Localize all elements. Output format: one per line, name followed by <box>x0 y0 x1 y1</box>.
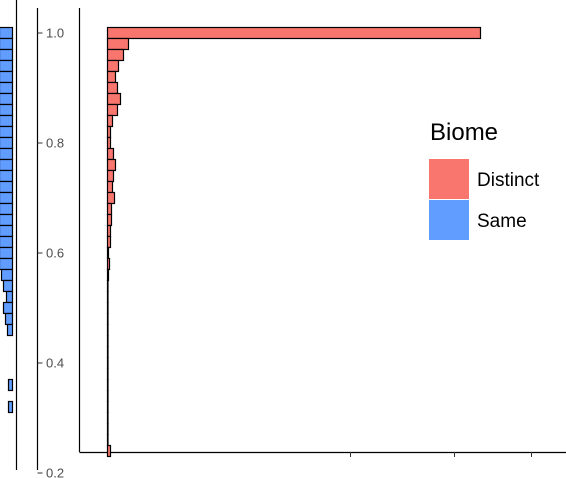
bar-distinct <box>106 169 115 183</box>
bar-same <box>0 158 14 172</box>
bar-distinct <box>106 59 120 73</box>
bar-same <box>0 202 14 216</box>
y-axis-ticks: 1.0 0.8 0.6 0.4 0.2 <box>37 26 64 478</box>
bar-distinct <box>106 202 113 216</box>
legend-key-same <box>429 200 469 240</box>
bar-distinct <box>106 114 114 128</box>
y-tick-label: 0.6 <box>46 246 64 261</box>
bar-same <box>6 323 14 337</box>
bar-distinct <box>106 323 109 337</box>
y-tick-label: 1.0 <box>46 26 64 41</box>
bar-distinct <box>106 213 113 227</box>
bar-same <box>0 191 14 205</box>
bar-same <box>0 246 14 260</box>
bar-same <box>0 268 14 282</box>
bar-same <box>7 378 14 392</box>
bar-same <box>5 290 14 304</box>
bar-distinct <box>106 125 112 139</box>
bar-distinct <box>106 378 109 392</box>
y-tick-label: 0.4 <box>46 356 64 371</box>
bar-same <box>0 169 14 183</box>
y-tick-label: 0.8 <box>46 136 64 151</box>
bar-distinct <box>106 422 109 436</box>
bar-distinct <box>106 26 482 40</box>
bar-same <box>2 301 14 315</box>
bar-same <box>0 136 14 150</box>
bar-same <box>0 257 14 271</box>
bar-same <box>7 400 14 414</box>
bar-same <box>2 279 14 293</box>
bar-same <box>4 312 14 326</box>
bar-distinct <box>106 92 122 106</box>
bar-same <box>0 125 14 139</box>
bar-same <box>0 235 14 249</box>
bar-same <box>0 37 14 51</box>
legend-label-distinct: Distinct <box>477 170 540 191</box>
bar-distinct <box>106 279 109 293</box>
bar-distinct <box>106 48 125 62</box>
legend-key-distinct <box>429 159 469 199</box>
bar-distinct <box>106 301 109 315</box>
bar-same <box>0 180 14 194</box>
bar-same <box>0 224 14 238</box>
bar-distinct <box>106 37 130 51</box>
main-panel-bars <box>106 26 482 458</box>
legend-label-same: Same <box>477 211 527 232</box>
bar-distinct <box>106 290 109 304</box>
bar-distinct <box>106 191 116 205</box>
bar-distinct <box>106 367 109 381</box>
bar-distinct <box>106 345 109 359</box>
bar-distinct <box>106 257 111 271</box>
bar-distinct <box>106 224 112 238</box>
bar-distinct <box>106 235 112 249</box>
y-tick-label: 0.2 <box>46 466 64 478</box>
bar-distinct <box>106 158 117 172</box>
bar-same <box>0 48 14 62</box>
bar-distinct <box>106 147 115 161</box>
bar-distinct <box>106 268 110 282</box>
bar-distinct <box>106 312 109 326</box>
bar-distinct <box>106 433 109 447</box>
bar-distinct <box>106 444 112 458</box>
bar-distinct <box>106 246 110 260</box>
bar-distinct <box>106 136 112 150</box>
bar-same <box>0 92 14 106</box>
bar-distinct <box>106 356 109 370</box>
bar-distinct <box>106 70 117 84</box>
bar-distinct <box>106 103 119 117</box>
bar-same <box>0 103 14 117</box>
legend: Biome Distinct Same <box>429 119 540 240</box>
bar-same <box>0 213 14 227</box>
bar-same <box>0 114 14 128</box>
bar-same <box>0 147 14 161</box>
bar-distinct <box>106 81 119 95</box>
bar-same <box>0 59 14 73</box>
left-panel-bars <box>0 26 14 414</box>
bar-distinct <box>106 389 109 403</box>
legend-title: Biome <box>430 119 498 146</box>
bar-distinct <box>106 334 109 348</box>
bar-distinct <box>106 180 114 194</box>
bar-same <box>0 26 14 40</box>
bar-distinct <box>106 411 109 425</box>
bar-distinct <box>106 400 109 414</box>
bar-same <box>0 81 14 95</box>
bar-same <box>0 70 14 84</box>
